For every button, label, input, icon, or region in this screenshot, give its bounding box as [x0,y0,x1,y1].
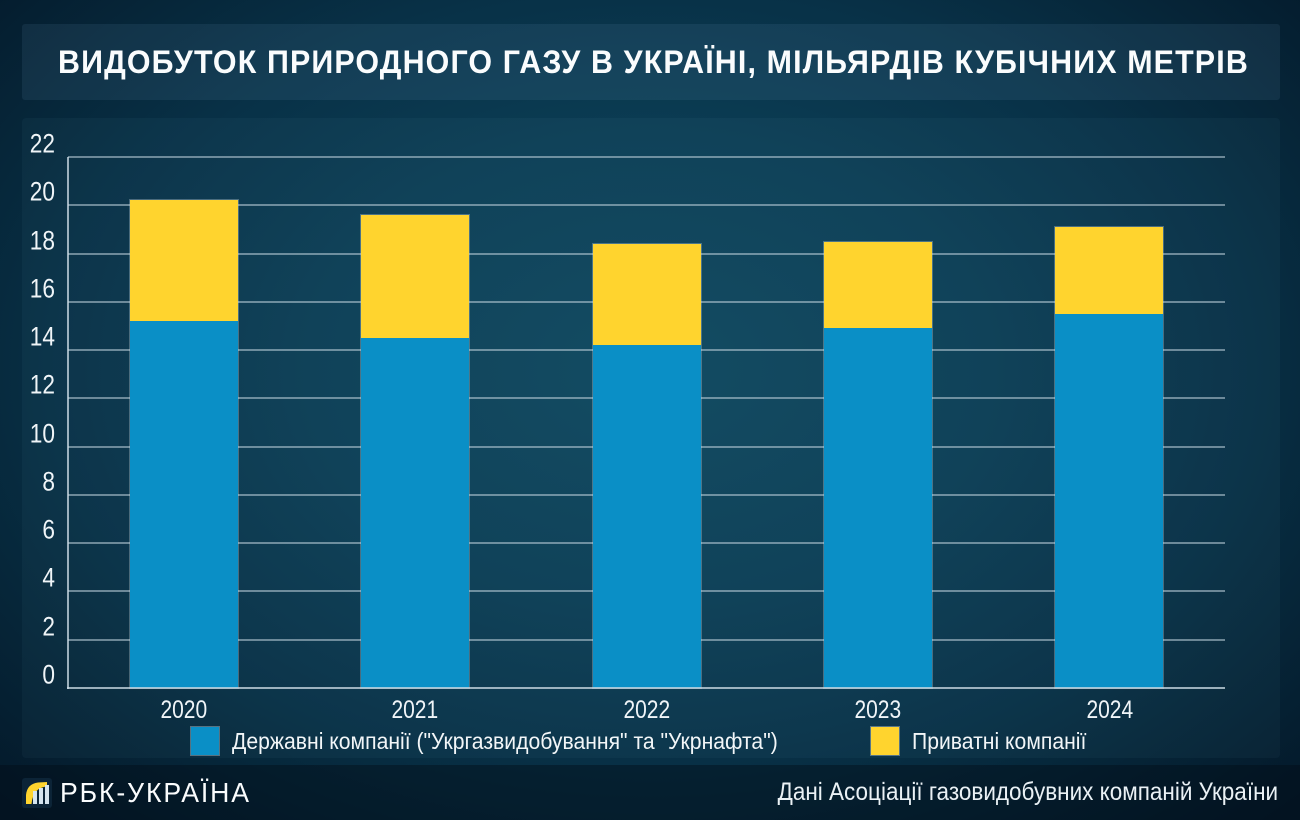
x-tick-text-2024: 2024 [1085,696,1133,724]
bar-column-2020 [68,157,299,689]
y-tick-label-6: 6 [42,514,55,545]
bar-2021-segment-state [361,338,470,688]
bar-2024-segment-state [1055,313,1164,688]
y-tick-label-12: 12 [29,369,55,400]
x-tick-text-2022: 2022 [623,696,670,724]
bar-2022-segment-state [592,345,701,688]
bar-2024-segment-private [1055,227,1164,314]
bar-column-2023 [762,157,993,690]
chart-title: ВИДОБУТОК ПРИРОДНОГО ГАЗУ В УКРАЇНІ, МІЛ… [58,43,1249,80]
brand-logo: РБК-УКРАЇНА [22,777,261,809]
header-band: ВИДОБУТОК ПРИРОДНОГО ГАЗУ В УКРАЇНІ, МІЛ… [22,24,1280,100]
data-source-caption: Дані Асоціації газовидобувних компаній У… [777,778,1278,806]
bar-2020 [128,199,239,689]
bar-column-2021 [299,157,530,690]
gridline-20 [68,204,1225,207]
y-tick-label-8: 8 [42,466,55,497]
brand-name: РБК-УКРАЇНА [60,776,251,808]
footer-band: РБК-УКРАЇНА Дані Асоціації газовидобувни… [0,765,1300,820]
bar-2022-segment-private [592,243,701,346]
plot-area: 0 2 4 6 8 10 12 14 16 18 20 22 [30,129,1225,690]
bars-container [68,157,1225,690]
bar-column-2022 [531,157,762,690]
bar-2023 [822,240,933,690]
rbc-ukraine-logo-icon [22,777,52,808]
x-axis-labels: 2020 2021 2022 2023 2024 [68,696,1225,725]
legend-item-state: Державні компанії ("Укргазвидобування" т… [191,727,825,755]
bar-2020-segment-state [129,321,238,688]
y-axis-line [67,157,69,689]
legend-label-state: Державні компанії ("Укргазвидобування" т… [232,727,778,754]
x-tick-text-2021: 2021 [391,696,439,724]
bar-2020-segment-private [129,200,238,322]
x-tick-label-2022: 2022 [531,696,762,725]
bar-2022 [591,242,702,690]
y-tick-label-18: 18 [29,225,55,256]
y-tick-label-16: 16 [29,273,55,304]
y-tick-label-14: 14 [29,321,55,352]
bar-2023-segment-state [823,328,932,688]
y-tick-label-20: 20 [29,176,55,207]
y-tick-label-2: 2 [42,611,55,642]
x-tick-label-2024: 2024 [994,696,1225,725]
bar-column-2024 [994,157,1225,689]
y-tick-label-10: 10 [29,418,55,449]
x-tick-label-2023: 2023 [762,696,993,725]
bar-2021-segment-private [361,214,470,338]
x-tick-label-2021: 2021 [299,696,530,725]
bar-2023-segment-private [823,241,932,329]
x-axis-line [67,687,1225,689]
legend-label-private: Приватні компанії [912,727,1087,754]
bar-2024 [1054,226,1165,689]
y-tick-label-4: 4 [42,562,55,593]
legend-item-private: Приватні компанії [871,727,1102,755]
y-tick-label-22: 22 [29,128,55,159]
bar-2021 [360,213,471,690]
x-tick-label-2020: 2020 [68,696,299,725]
x-tick-text-2023: 2023 [854,696,902,724]
gridline-22 [68,156,1225,158]
legend-swatch-state [191,727,220,755]
legend-swatch-private [871,727,900,755]
legend: Державні компанії ("Укргазвидобування" т… [68,727,1225,755]
x-tick-text-2020: 2020 [160,696,208,724]
y-tick-label-0: 0 [42,659,55,690]
